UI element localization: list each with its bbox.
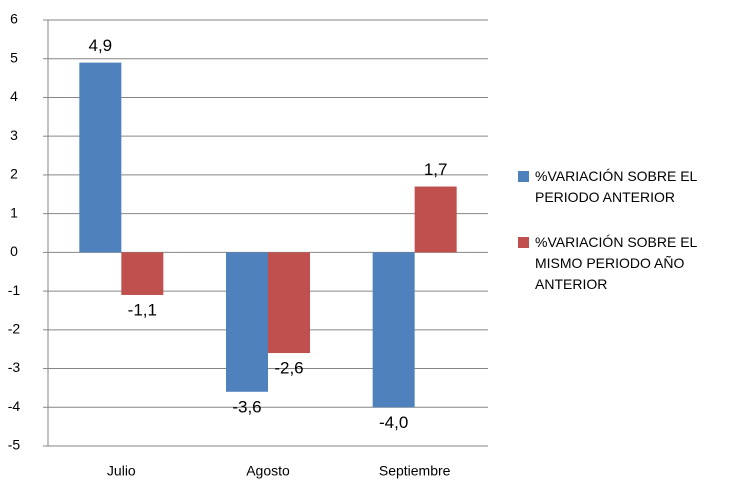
y-tick-label: 3	[10, 127, 18, 143]
y-tick-label: -4	[8, 398, 21, 414]
y-tick-label: 1	[10, 204, 18, 220]
legend-swatch	[518, 237, 529, 248]
y-tick-label: -1	[8, 282, 21, 298]
bar	[268, 252, 310, 354]
bar	[372, 252, 415, 408]
legend-entry: %VARIACIÓN SOBRE EL MISMO PERIODO AÑO AN…	[518, 232, 708, 295]
bar	[79, 62, 122, 253]
legend-label: %VARIACIÓN SOBRE EL PERIODO ANTERIOR	[535, 168, 697, 205]
y-tick-label: -3	[8, 359, 21, 375]
y-tick-label: 6	[10, 11, 18, 27]
x-tick-label: Septiembre	[379, 463, 451, 479]
legend-swatch	[518, 171, 529, 182]
x-tick-label: Julio	[107, 463, 136, 479]
bar	[414, 186, 457, 253]
y-tick-label: 2	[10, 166, 18, 182]
value-label: -1,1	[128, 300, 157, 319]
value-label: 4,9	[89, 36, 113, 55]
value-label: -2,6	[274, 359, 303, 378]
bar	[226, 252, 268, 392]
legend: %VARIACIÓN SOBRE EL PERIODO ANTERIOR %VAR…	[518, 166, 708, 319]
y-tick-label: 5	[10, 49, 18, 65]
value-label: -4,0	[379, 413, 408, 432]
x-tick-label: Agosto	[246, 463, 290, 479]
y-tick-label: -2	[8, 321, 21, 337]
bar	[121, 252, 164, 295]
legend-entry: %VARIACIÓN SOBRE EL PERIODO ANTERIOR	[518, 166, 708, 208]
legend-label: %VARIACIÓN SOBRE EL MISMO PERIODO AÑO AN…	[535, 234, 697, 292]
value-label: 1,7	[424, 160, 448, 179]
y-tick-label: 4	[10, 88, 18, 104]
value-label: -3,6	[232, 397, 261, 416]
y-tick-label: -5	[8, 437, 21, 453]
y-tick-label: 0	[10, 243, 18, 259]
